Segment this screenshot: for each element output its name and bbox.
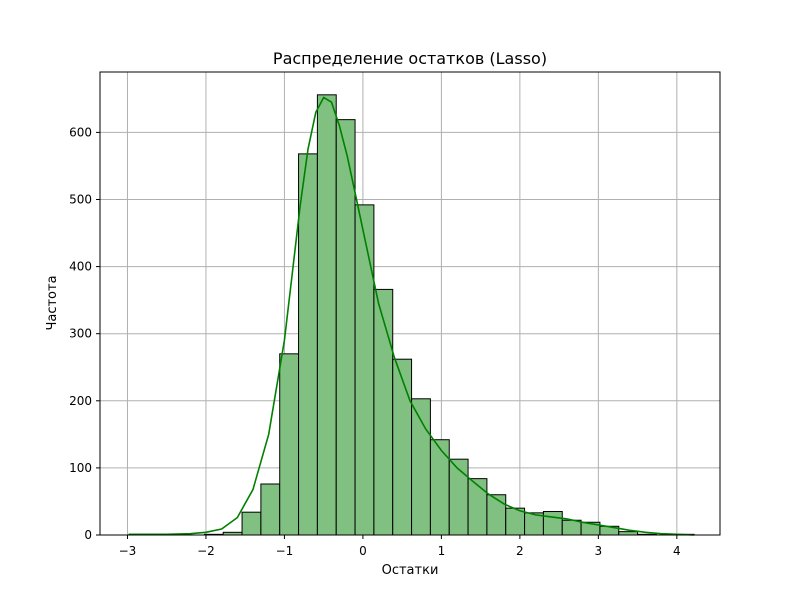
kde-curve <box>129 96 695 536</box>
histogram-bar <box>316 94 337 536</box>
x-tick-label: 1 <box>438 544 446 558</box>
x-tick-label: −2 <box>197 544 215 558</box>
histogram-bar <box>373 288 394 536</box>
x-axis-label: Остатки <box>382 563 439 578</box>
kde-line <box>129 96 695 536</box>
histogram-bar <box>505 507 526 536</box>
histogram-bar <box>542 511 563 536</box>
histogram-bar <box>467 478 488 536</box>
x-tick-label: 4 <box>673 544 681 558</box>
plot-frame <box>99 71 721 536</box>
y-tick-label: 300 <box>69 327 92 341</box>
histogram-bar <box>429 439 450 536</box>
histogram-bar <box>260 483 281 536</box>
histogram-bar <box>354 204 375 536</box>
histogram-bar <box>486 494 507 536</box>
histogram-bar <box>561 519 582 536</box>
x-tick-label: 0 <box>359 544 367 558</box>
histogram-bar <box>392 358 413 536</box>
y-tick-label: 500 <box>69 192 92 206</box>
histogram-bar <box>241 511 262 536</box>
y-tick-label: 200 <box>69 394 92 408</box>
chart-title: Распределение остатков (Lasso) <box>273 49 547 68</box>
x-tick-label: −3 <box>119 544 137 558</box>
y-tick-label: 100 <box>69 461 92 475</box>
histogram-bar <box>618 531 639 536</box>
x-tick-label: 3 <box>595 544 603 558</box>
y-axis-label: Частота <box>45 275 60 330</box>
x-axis-ticks: −3 −2 −1 0 1 2 3 4 <box>119 535 681 558</box>
y-tick-label: 600 <box>69 125 92 139</box>
y-tick-label: 0 <box>84 528 92 542</box>
x-tick-label: 2 <box>516 544 524 558</box>
histogram-bar <box>298 153 318 536</box>
x-tick-label: −1 <box>276 544 294 558</box>
histogram-bar <box>279 353 300 536</box>
y-tick-label: 400 <box>69 260 92 274</box>
y-axis-ticks: 0 100 200 300 400 500 600 <box>69 125 100 542</box>
histogram-bar <box>448 458 469 536</box>
